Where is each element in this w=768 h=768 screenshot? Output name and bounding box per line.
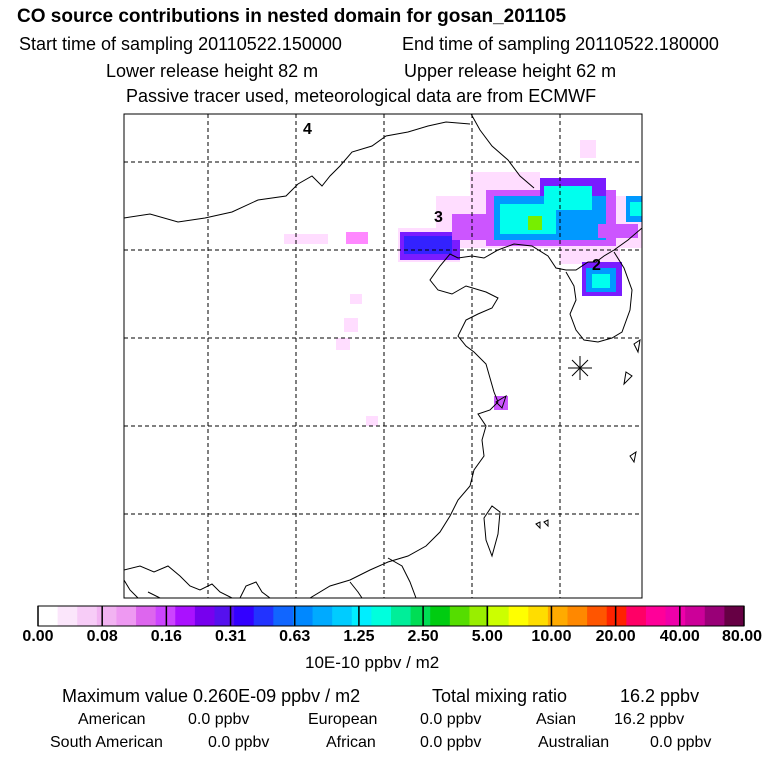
plot-title: CO source contributions in nested domain…: [17, 6, 567, 27]
region-name-australian: Australian: [538, 734, 610, 751]
region-label-4: 4: [303, 121, 312, 138]
region-name-european: European: [308, 711, 378, 728]
colorbar: [37, 605, 745, 627]
region-value-american: 0.0 ppbv: [188, 711, 250, 728]
plume-layer: [284, 140, 642, 426]
colorbar-swatch: [665, 606, 686, 626]
tracer-note: Passive tracer used, meteorological data…: [126, 86, 597, 106]
colorbar-swatch: [430, 606, 451, 626]
colorbar-swatch: [136, 606, 157, 626]
region-name-south-american: South American: [50, 734, 163, 751]
colorbar-tick-label: 2.50: [407, 628, 439, 645]
end-time-label: End time of sampling 20110522.180000: [402, 34, 719, 54]
colorbar-tick-label: 0.16: [150, 628, 182, 645]
region-value-south-american: 0.0 ppbv: [208, 734, 270, 751]
colorbar-swatch: [351, 606, 372, 626]
colorbar-swatch: [567, 606, 588, 626]
colorbar-units: 10E-10 ppbv / m2: [305, 653, 440, 672]
map-frame: [123, 113, 643, 599]
colorbar-swatch: [469, 606, 490, 626]
colorbar-tick-label: 10.00: [531, 628, 572, 645]
colorbar-swatch: [38, 606, 59, 626]
colorbar-tick-label: 0.63: [279, 628, 311, 645]
colorbar-swatch: [77, 606, 98, 626]
region-label-3: 3: [434, 209, 443, 226]
colorbar-tick-label: 80.00: [721, 628, 763, 645]
gridlines: [124, 114, 642, 598]
colorbar-tick-label: 0.08: [86, 628, 118, 645]
colorbar-swatch: [332, 606, 353, 626]
region-name-asian: Asian: [536, 711, 577, 728]
colorbar-swatch: [214, 606, 235, 626]
colorbar-ticks: [37, 606, 745, 626]
colorbar-swatch: [685, 606, 706, 626]
region-value-australian: 0.0 ppbv: [650, 734, 712, 751]
colorbar-swatch: [410, 606, 431, 626]
colorbar-tick-label: 0.31: [214, 628, 247, 645]
colorbar-swatch: [724, 606, 745, 626]
colorbar-swatch: [292, 606, 314, 626]
colorbar-swatch: [645, 606, 667, 626]
colorbar-swatch: [116, 606, 137, 626]
colorbar-swatch: [489, 606, 510, 626]
colorbar-swatch: [508, 606, 529, 626]
colorbar-swatch: [626, 606, 647, 626]
colorbar-swatch: [704, 606, 725, 626]
colorbar-swatch: [312, 606, 333, 626]
upper-height-label: Upper release height 62 m: [404, 61, 617, 81]
coastline-layer: [124, 114, 642, 598]
colorbar-swatch: [273, 606, 294, 626]
region-value-european: 0.0 ppbv: [420, 711, 482, 728]
colorbar-swatch: [606, 606, 627, 626]
colorbar-swatch: [253, 606, 274, 626]
colorbar-swatch: [587, 606, 608, 626]
region-value-asian: 16.2 ppbv: [614, 711, 685, 728]
colorbar-swatch: [391, 606, 412, 626]
total-mixing-value: 16.2 ppbv: [620, 686, 700, 706]
colorbar-swatch: [528, 606, 549, 626]
colorbar-swatch: [234, 606, 255, 626]
colorbar-swatch: [547, 606, 568, 626]
colorbar-tick-label: 5.00: [471, 628, 503, 645]
region-name-african: African: [326, 734, 376, 751]
region-value-african: 0.0 ppbv: [420, 734, 482, 751]
colorbar-swatch: [449, 606, 470, 626]
colorbar-swatch: [194, 606, 215, 626]
max-value-label: Maximum value 0.260E-09 ppbv / m2: [62, 686, 361, 706]
colorbar-swatch: [175, 606, 196, 626]
total-mixing-label: Total mixing ratio: [432, 686, 568, 706]
colorbar-tick-label: 20.00: [595, 628, 636, 645]
colorbar-tick-label: 40.00: [659, 628, 700, 645]
colorbar-swatch: [371, 606, 392, 626]
gosan-site-marker: [568, 356, 592, 380]
colorbar-swatch: [57, 606, 78, 626]
start-time-label: Start time of sampling 20110522.150000: [19, 34, 342, 54]
region-name-american: American: [78, 711, 146, 728]
colorbar-tick-label: 1.25: [343, 628, 375, 645]
region-label-2: 2: [592, 257, 601, 274]
colorbar-tick-label: 0.00: [22, 628, 54, 645]
colorbar-swatch: [96, 606, 117, 626]
lower-height-label: Lower release height 82 m: [106, 61, 319, 81]
